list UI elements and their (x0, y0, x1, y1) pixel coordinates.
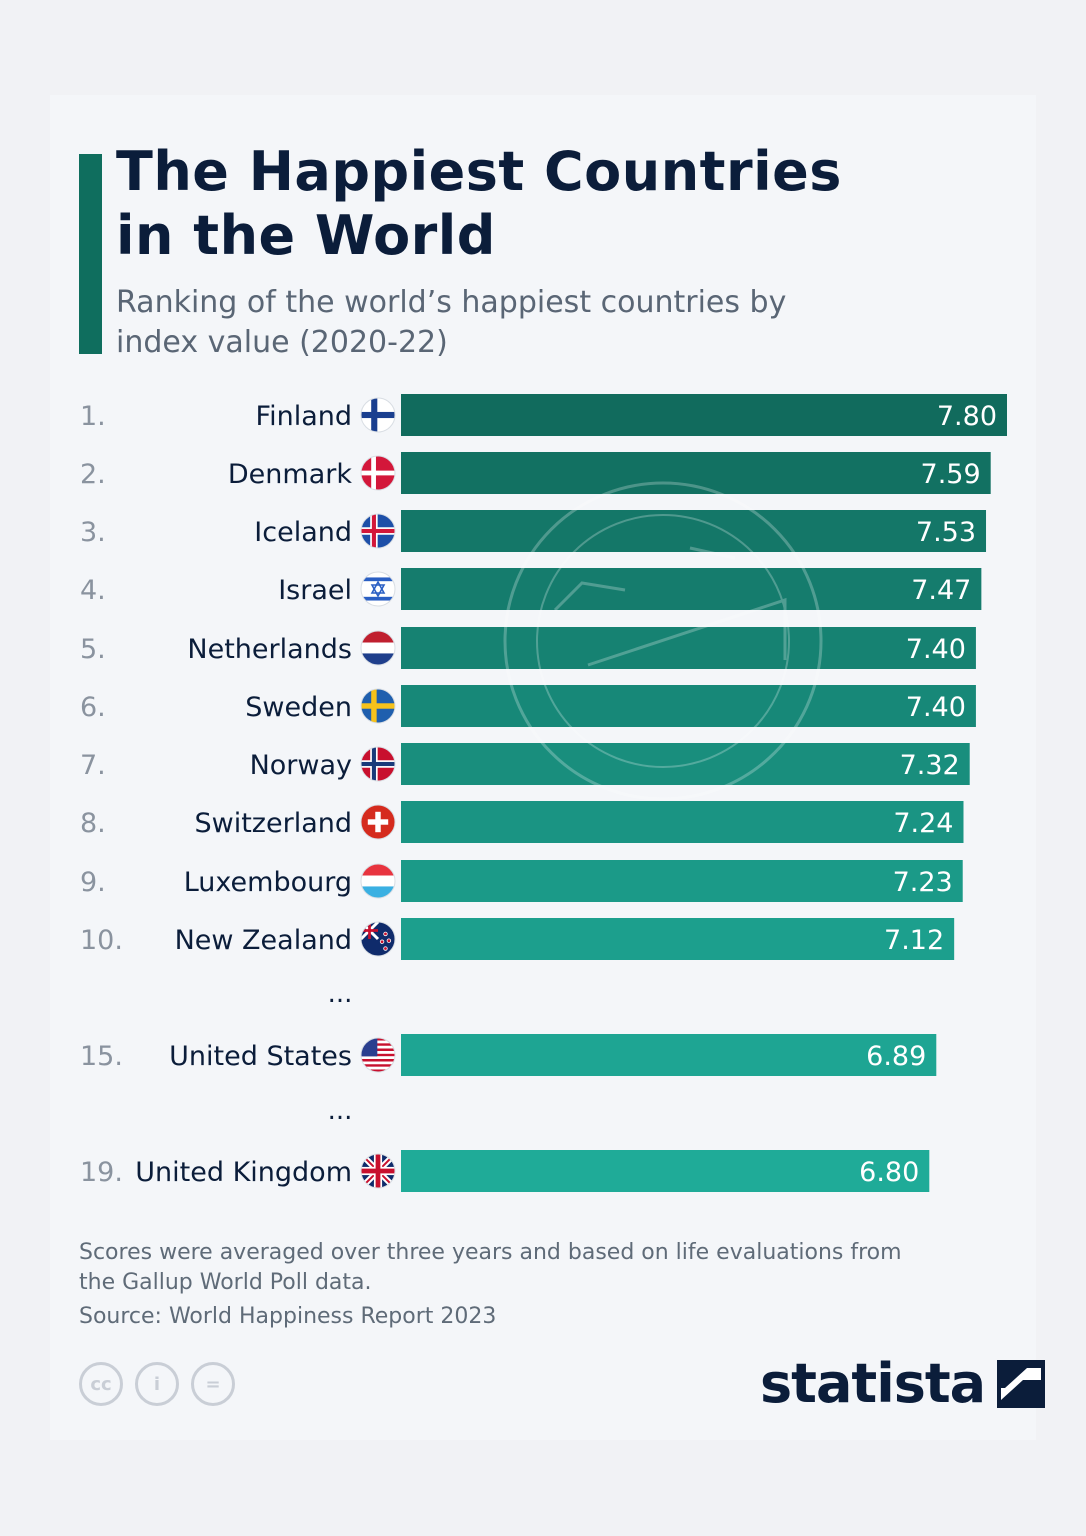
bar-new-zealand (401, 918, 955, 960)
switzerland-flag-icon (360, 804, 396, 840)
rank-label: 5. (80, 634, 106, 665)
license-icons: cc i = (79, 1362, 235, 1406)
value-label: 7.59 (921, 459, 981, 490)
cc-icon[interactable]: cc (79, 1362, 123, 1406)
iceland-flag-icon (360, 513, 396, 549)
rank-label: 6. (80, 692, 106, 723)
rank-label: 8. (80, 808, 106, 839)
value-label: 6.80 (859, 1157, 919, 1188)
new-zealand-flag-icon (360, 921, 396, 957)
statista-logo-icon (997, 1359, 1046, 1408)
country-label: Iceland (254, 517, 352, 548)
statista-logo-text: statista (760, 1352, 986, 1415)
bar-united-states (401, 1034, 937, 1076)
value-label: 7.53 (916, 517, 976, 548)
chart-subtitle: Ranking of the world’s happiest countrie… (116, 285, 787, 360)
country-label: Luxembourg (184, 867, 352, 898)
finland-flag-icon (360, 397, 396, 433)
value-label: 7.40 (906, 634, 966, 665)
bar-israel (401, 568, 982, 610)
united-kingdom-flag-icon (360, 1153, 396, 1189)
bar-sweden (401, 685, 976, 727)
luxembourg-flag-icon (360, 863, 396, 899)
value-label: 7.40 (906, 692, 966, 723)
source-line: Source: World Happiness Report 2023 (79, 1304, 497, 1329)
country-label: New Zealand (175, 925, 352, 956)
bar-norway (401, 743, 970, 785)
no-derivatives-icon[interactable]: = (191, 1362, 235, 1406)
denmark-flag-icon (360, 455, 396, 491)
country-label: United States (169, 1041, 352, 1072)
country-label: Denmark (228, 459, 352, 490)
value-label: 6.89 (866, 1041, 926, 1072)
rank-label: 3. (80, 517, 106, 548)
bar-iceland (401, 510, 987, 552)
attribution-icon[interactable]: i (135, 1362, 179, 1406)
value-label: 7.47 (911, 575, 971, 606)
bar-switzerland (401, 801, 964, 843)
rank-label: 19. (80, 1157, 123, 1188)
norway-flag-icon (360, 746, 396, 782)
value-label: 7.24 (893, 808, 953, 839)
bar-netherlands (401, 627, 976, 669)
country-label: Switzerland (195, 808, 353, 839)
rank-label: 9. (80, 867, 106, 898)
statista-logo[interactable]: statista (760, 1352, 1046, 1415)
rank-label: 15. (80, 1041, 123, 1072)
value-label: 7.32 (900, 750, 960, 781)
rank-label: 2. (80, 459, 106, 490)
country-label: Israel (278, 575, 352, 606)
country-label: Norway (250, 750, 352, 781)
rank-label: 4. (80, 575, 106, 606)
value-label: 7.80 (937, 401, 997, 432)
bar-luxembourg (401, 860, 963, 902)
bar-denmark (401, 452, 991, 494)
value-label: 7.12 (884, 925, 944, 956)
rank-label: 7. (80, 750, 106, 781)
united-states-flag-icon (360, 1037, 396, 1073)
row-ellipsis: ... (328, 979, 353, 1009)
title-accent-bar (79, 154, 102, 354)
sweden-flag-icon (360, 688, 396, 724)
netherlands-flag-icon (360, 630, 396, 666)
value-label: 7.23 (893, 867, 953, 898)
rank-label: 1. (80, 401, 106, 432)
country-label: Sweden (245, 692, 352, 723)
israel-flag-icon (360, 571, 396, 607)
bar-finland (401, 394, 1007, 436)
country-label: Netherlands (187, 634, 352, 665)
watermark-logo (503, 481, 823, 801)
chart-title: The Happiest Countries in the World (116, 140, 842, 267)
row-ellipsis: ... (328, 1096, 353, 1126)
country-label: United Kingdom (135, 1157, 352, 1188)
bar-united-kingdom (401, 1150, 930, 1192)
rank-label: 10. (80, 925, 123, 956)
footnote: Scores were averaged over three years an… (79, 1240, 902, 1295)
country-label: Finland (256, 401, 352, 432)
